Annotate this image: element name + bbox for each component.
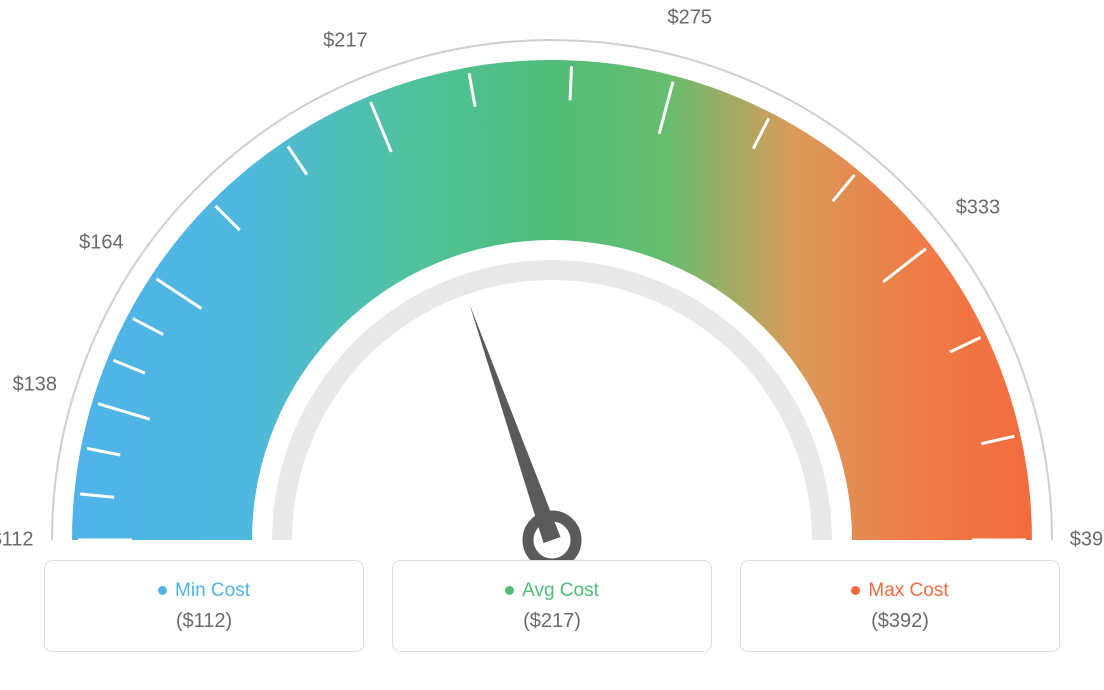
legend-card-avg: Avg Cost ($217) [392,560,712,652]
legend-value-max: ($392) [871,610,929,633]
gauge-tick-label: $275 [668,6,713,29]
legend-title-avg: Avg Cost [522,580,599,602]
legend-value-min: ($112) [176,610,232,633]
gauge-tick-label: $112 [0,529,34,552]
legend-value-avg: ($217) [523,610,581,633]
gauge-tick-label: $164 [79,231,124,254]
gauge-tick-label: $217 [323,30,368,53]
legend-title-min: Min Cost [175,580,250,602]
legend-title-row: Max Cost [851,580,948,602]
legend-card-max: Max Cost ($392) [740,560,1060,652]
legend-dot-min [158,586,167,595]
gauge-tick-label: $333 [956,197,1001,220]
gauge-tick-label: $392 [1070,529,1104,552]
legend-row: Min Cost ($112) Avg Cost ($217) Max Cost… [0,560,1104,652]
gauge-chart: $112 $138 $164 $217 $275 $333 $392 [0,0,1104,560]
legend-dot-max [851,586,860,595]
gauge-tick-label: $138 [13,373,58,396]
legend-title-row: Avg Cost [505,580,599,602]
legend-card-min: Min Cost ($112) [44,560,364,652]
legend-title-row: Min Cost [158,580,250,602]
gauge-svg [0,0,1104,560]
legend-dot-avg [505,586,514,595]
legend-title-max: Max Cost [868,580,948,602]
